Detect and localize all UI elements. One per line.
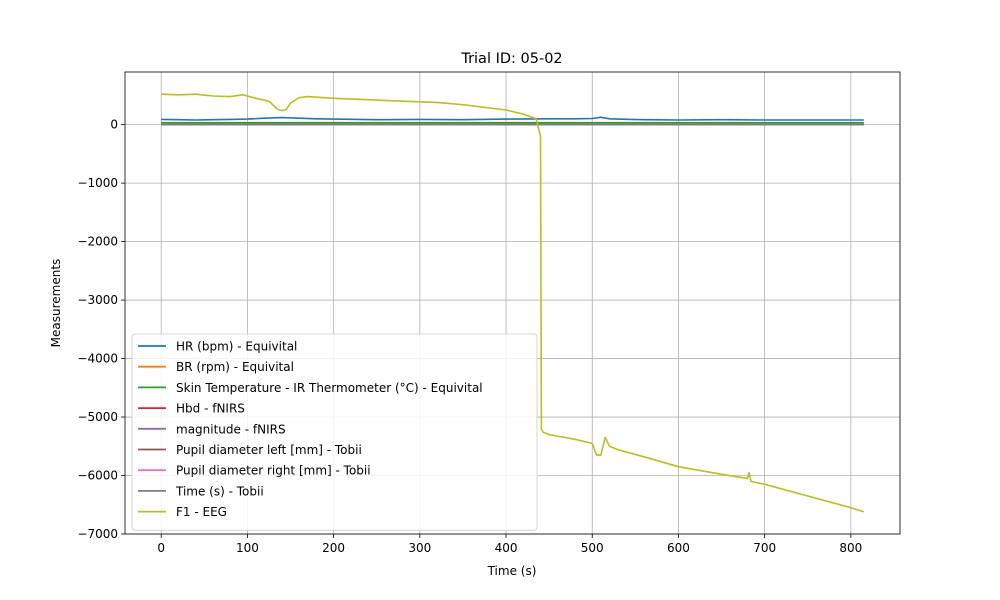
y-axis-ticks: −7000 −6000 −5000 −4000 −3000 −2000 −1000 0: [77, 118, 125, 541]
chart-title: Trial ID: 05-02: [460, 51, 562, 67]
x-tick-label: 200: [322, 541, 345, 555]
series-line-8: [161, 93, 865, 513]
y-tick-label: −3000: [77, 293, 118, 307]
x-tick-label: 600: [667, 541, 690, 555]
x-tick-label: 100: [236, 541, 259, 555]
legend-label: Time (s) - Tobii: [175, 484, 264, 498]
legend-label: Pupil diameter right [mm] - Tobii: [176, 464, 371, 478]
series-lines: [161, 93, 865, 513]
legend-label: Pupil diameter left [mm] - Tobii: [176, 443, 362, 457]
x-tick-label: 500: [581, 541, 604, 555]
x-tick-label: 400: [495, 541, 518, 555]
legend-box: [131, 333, 538, 531]
y-tick-label: −4000: [77, 352, 118, 366]
y-tick-label: 0: [110, 118, 118, 132]
x-tick-label: 800: [839, 541, 862, 555]
y-tick-label: −7000: [77, 527, 118, 541]
x-tick-label: 300: [408, 541, 431, 555]
x-tick-label: 700: [753, 541, 776, 555]
y-tick-label: −2000: [77, 235, 118, 249]
legend-label: Hbd - fNIRS: [176, 402, 245, 416]
y-tick-label: −5000: [77, 410, 118, 424]
x-tick-label: 0: [157, 541, 165, 555]
y-tick-label: −6000: [77, 469, 118, 483]
legend-label: magnitude - fNIRS: [176, 422, 286, 436]
legend-label: BR (rpm) - Equivital: [176, 360, 294, 374]
legend-label: HR (bpm) - Equivital: [176, 340, 297, 354]
plot-frame: [124, 71, 901, 535]
y-tick-label: −1000: [77, 176, 118, 190]
y-axis-label: Measurements: [49, 259, 63, 348]
series-line-0: [161, 116, 864, 121]
legend-label: F1 - EEG: [176, 505, 227, 519]
legend-label: Skin Temperature - IR Thermometer (°C) -…: [176, 381, 483, 395]
x-axis-label: Time (s): [487, 564, 537, 578]
legend: HR (bpm) - Equivital BR (rpm) - Equivital…: [131, 333, 538, 531]
x-axis-ticks: 0 100 200 300 400 500 600 700 800: [157, 534, 862, 555]
